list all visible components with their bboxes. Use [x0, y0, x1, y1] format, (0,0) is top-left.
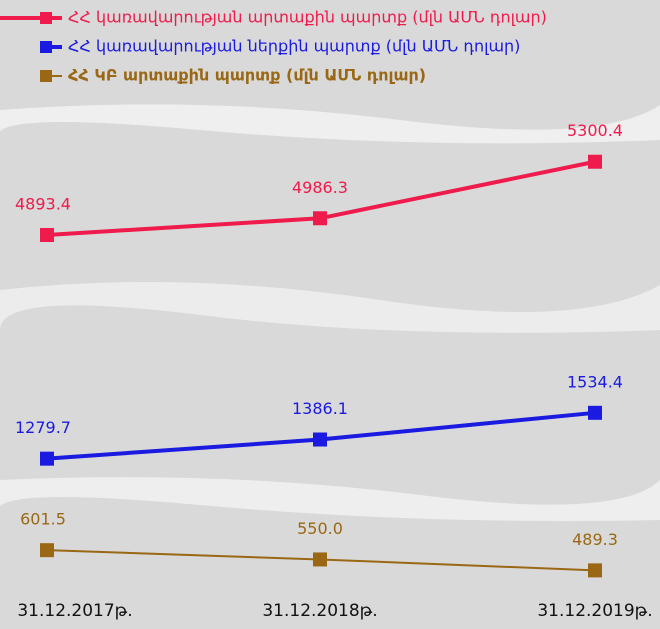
- point-marker: [313, 432, 327, 447]
- x-tick-label: 31.12.2017թ.: [17, 601, 132, 621]
- point-marker: [40, 451, 54, 466]
- data-label: 4893.4: [15, 194, 71, 213]
- point-marker: [588, 154, 602, 169]
- data-label: 550.0: [297, 519, 343, 538]
- point-marker: [588, 405, 602, 420]
- data-label: 5300.4: [567, 121, 623, 140]
- texture: [0, 477, 660, 521]
- legend-marker: [40, 41, 52, 53]
- data-label: 4986.3: [292, 178, 348, 197]
- legend-marker: [40, 12, 52, 24]
- texture: [0, 104, 660, 144]
- point-marker: [40, 543, 54, 558]
- x-tick-label: 31.12.2019թ.: [537, 601, 652, 621]
- legend-marker: [40, 70, 52, 82]
- data-label: 489.3: [572, 530, 618, 549]
- point-marker: [40, 227, 54, 242]
- legend-label: ՀՀ կառավարության արտաքին պարտք (մլն ԱՄՆ …: [68, 8, 547, 27]
- point-marker: [588, 563, 602, 578]
- data-label: 1279.7: [15, 418, 71, 437]
- data-label: 1386.1: [292, 399, 348, 418]
- x-tick-label: 31.12.2018թ.: [262, 601, 377, 621]
- point-marker: [313, 211, 327, 226]
- data-label: 1534.4: [567, 372, 623, 391]
- texture: [0, 282, 660, 333]
- data-label: 601.5: [20, 510, 66, 529]
- legend-label: ՀՀ կառավարության ներքին պարտք (մլն ԱՄՆ դ…: [68, 37, 520, 56]
- legend-label: ՀՀ ԿԲ արտաքին պարտք (մլն ԱՄՆ դոլար): [68, 66, 426, 85]
- point-marker: [313, 552, 327, 567]
